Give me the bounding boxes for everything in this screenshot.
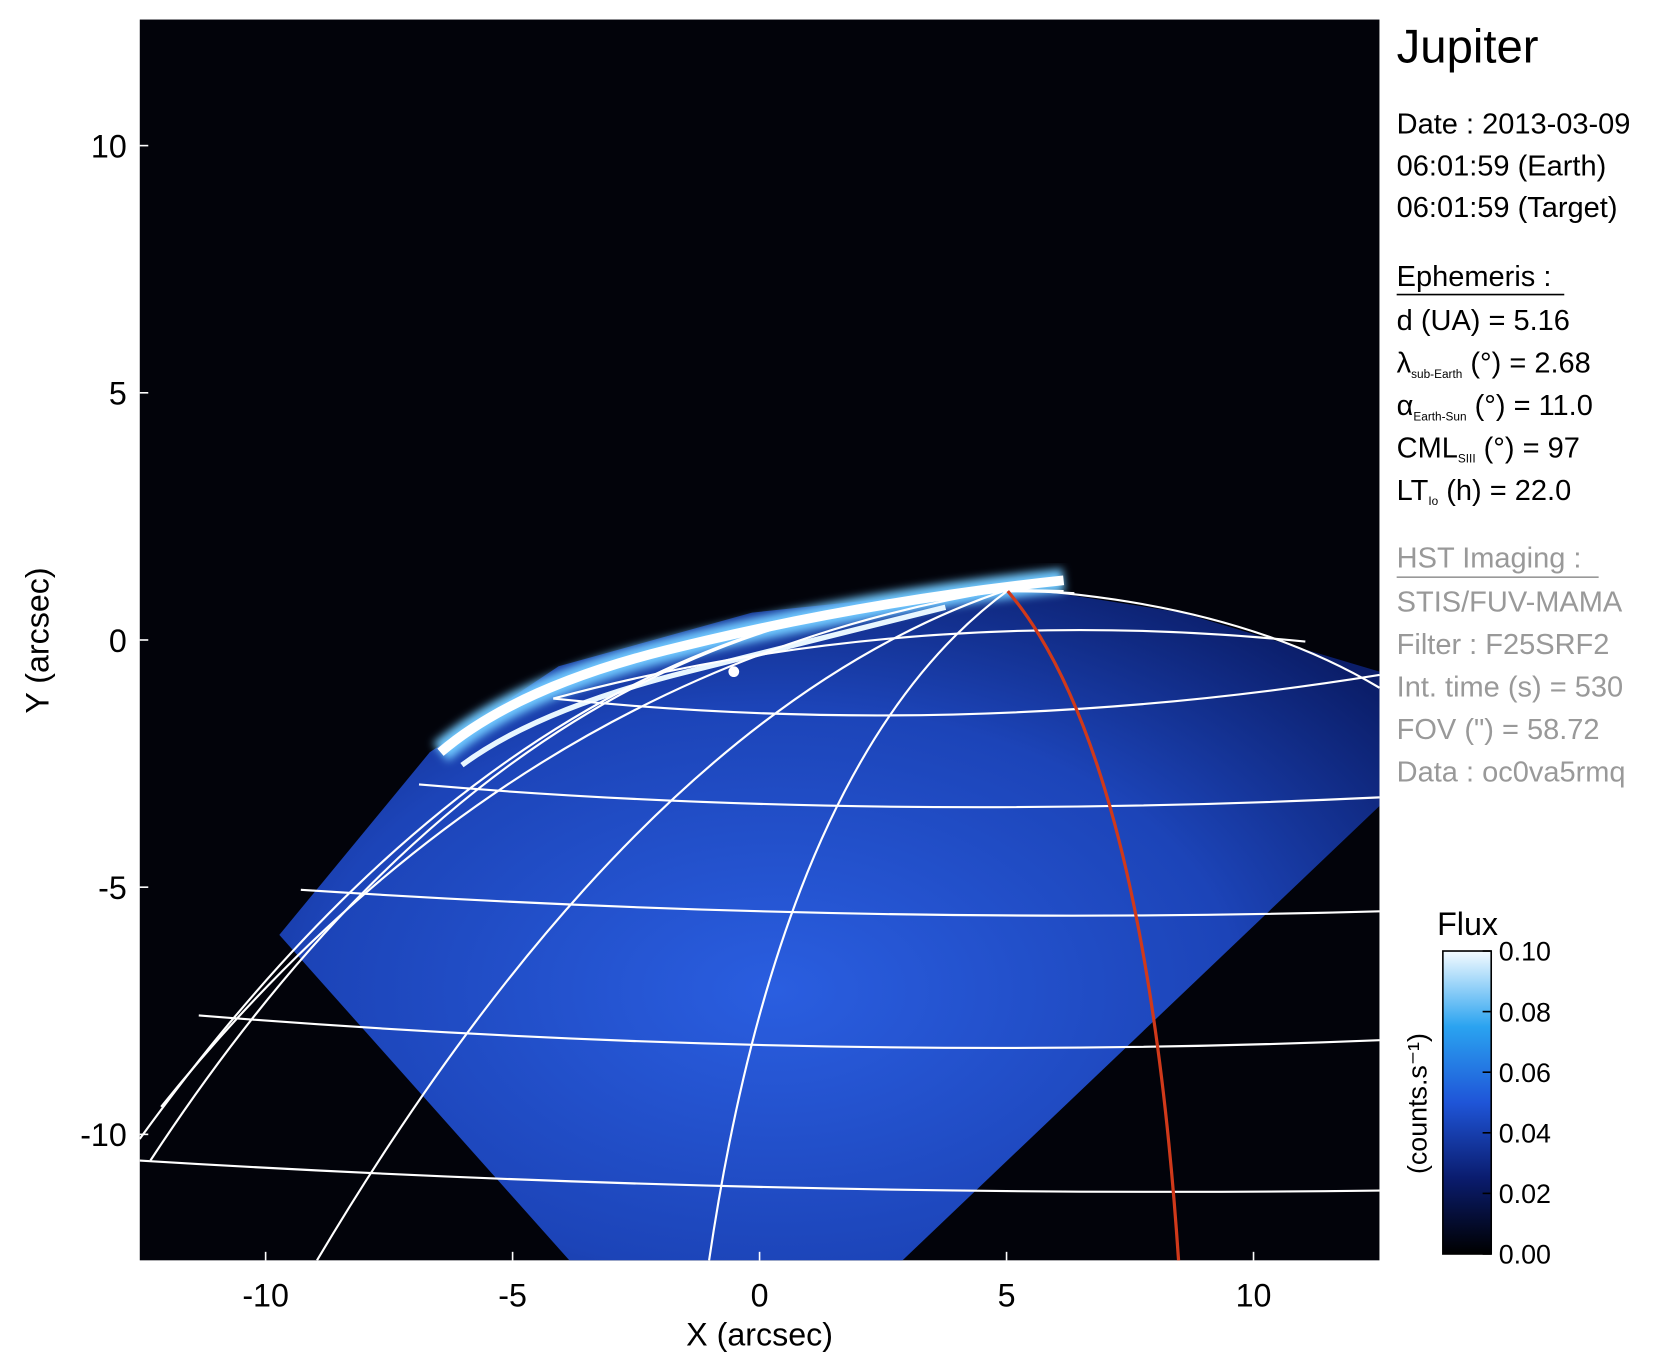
x-tick-label: -5 bbox=[498, 1278, 527, 1314]
latitude-line bbox=[300, 888, 1380, 917]
info-row: λsub-Earth (°) = 2.68 bbox=[1397, 347, 1591, 380]
info-label: d (UA) = 5.16 bbox=[1397, 305, 1570, 337]
y-axis-label: Y (arcsec) bbox=[19, 567, 55, 713]
info-subscript: Earth-Sun bbox=[1413, 409, 1466, 423]
info-subscript: sub-Earth bbox=[1411, 367, 1462, 381]
info-label: α bbox=[1397, 390, 1414, 422]
latitude-line bbox=[139, 1159, 1380, 1193]
latitude-line bbox=[553, 673, 1380, 717]
info-row: αEarth-Sun (°) = 11.0 bbox=[1397, 390, 1593, 423]
reference-meridian bbox=[1006, 590, 1181, 1261]
ephemeris-title: Ephemeris : bbox=[1397, 261, 1552, 293]
y-tick-label: -5 bbox=[98, 870, 127, 906]
latitude-line bbox=[198, 1014, 1380, 1050]
limb bbox=[149, 589, 1064, 1162]
imaging-row: STIS/FUV-MAMA bbox=[1397, 587, 1623, 619]
info-row: CMLSIII (°) = 97 bbox=[1397, 432, 1580, 465]
x-axis-label: X (arcsec) bbox=[686, 1316, 833, 1352]
io-footprint bbox=[728, 666, 740, 678]
colorbar-tick-label: 0.02 bbox=[1499, 1179, 1551, 1209]
x-tick-label: 10 bbox=[1236, 1278, 1272, 1314]
y-tick-label: 5 bbox=[109, 376, 127, 412]
imaging-row: FOV (") = 58.72 bbox=[1397, 714, 1600, 746]
info-value: (°) = 97 bbox=[1476, 432, 1580, 464]
imaging-title: HST Imaging : bbox=[1397, 542, 1582, 574]
latitude-line bbox=[553, 628, 1306, 700]
colorbar-tick-label: 0.04 bbox=[1499, 1118, 1551, 1148]
x-tick-label: 5 bbox=[998, 1278, 1016, 1314]
aurora-inner-arc bbox=[460, 604, 947, 768]
info-subscript: SIII bbox=[1458, 452, 1476, 466]
info-value: (°) = 2.68 bbox=[1462, 347, 1590, 379]
imaging-row: Data : oc0va5rmq bbox=[1397, 756, 1626, 788]
info-value: (h) = 22.0 bbox=[1438, 475, 1571, 507]
date-line: 06:01:59 (Earth) bbox=[1397, 150, 1607, 182]
image bbox=[139, 19, 1380, 1261]
colorbar-tick-label: 0.00 bbox=[1499, 1240, 1551, 1270]
info-label: LT bbox=[1397, 475, 1429, 507]
colorbar bbox=[1442, 950, 1493, 1255]
info-value: (°) = 11.0 bbox=[1467, 390, 1593, 422]
info-label: CML bbox=[1397, 432, 1458, 464]
date-line: Date : 2013-03-09 bbox=[1397, 108, 1631, 140]
colorbar-tick-label: 0.06 bbox=[1499, 1058, 1551, 1088]
info-label: λ bbox=[1397, 347, 1412, 379]
y-tick-label: 10 bbox=[91, 128, 127, 164]
meridian bbox=[1009, 587, 1380, 689]
x-tick-label: -10 bbox=[242, 1278, 289, 1314]
meridian bbox=[160, 587, 1011, 1108]
info-subscript: Io bbox=[1428, 494, 1438, 508]
info-row: d (UA) = 5.16 bbox=[1397, 305, 1570, 337]
graticule bbox=[139, 587, 1380, 1261]
latitude-line bbox=[418, 783, 1380, 809]
meridian bbox=[316, 587, 1011, 1261]
colorbar-label: (counts.s⁻¹) bbox=[1403, 1033, 1433, 1174]
imaging-row: Int. time (s) = 530 bbox=[1397, 671, 1623, 703]
meridian bbox=[708, 588, 1011, 1261]
colorbar-title: Flux bbox=[1437, 906, 1498, 942]
y-tick-label: -10 bbox=[80, 1117, 127, 1153]
x-tick-label: 0 bbox=[751, 1278, 769, 1314]
target-name: Jupiter bbox=[1397, 21, 1539, 74]
colorbar-tick-label: 0.08 bbox=[1499, 997, 1551, 1027]
imaging-row: Filter : F25SRF2 bbox=[1397, 629, 1610, 661]
info-row: LTIo (h) = 22.0 bbox=[1397, 475, 1572, 508]
y-tick-label: 0 bbox=[109, 623, 127, 659]
date-line: 06:01:59 (Target) bbox=[1397, 192, 1618, 224]
colorbar-tick-label: 0.10 bbox=[1499, 937, 1551, 967]
